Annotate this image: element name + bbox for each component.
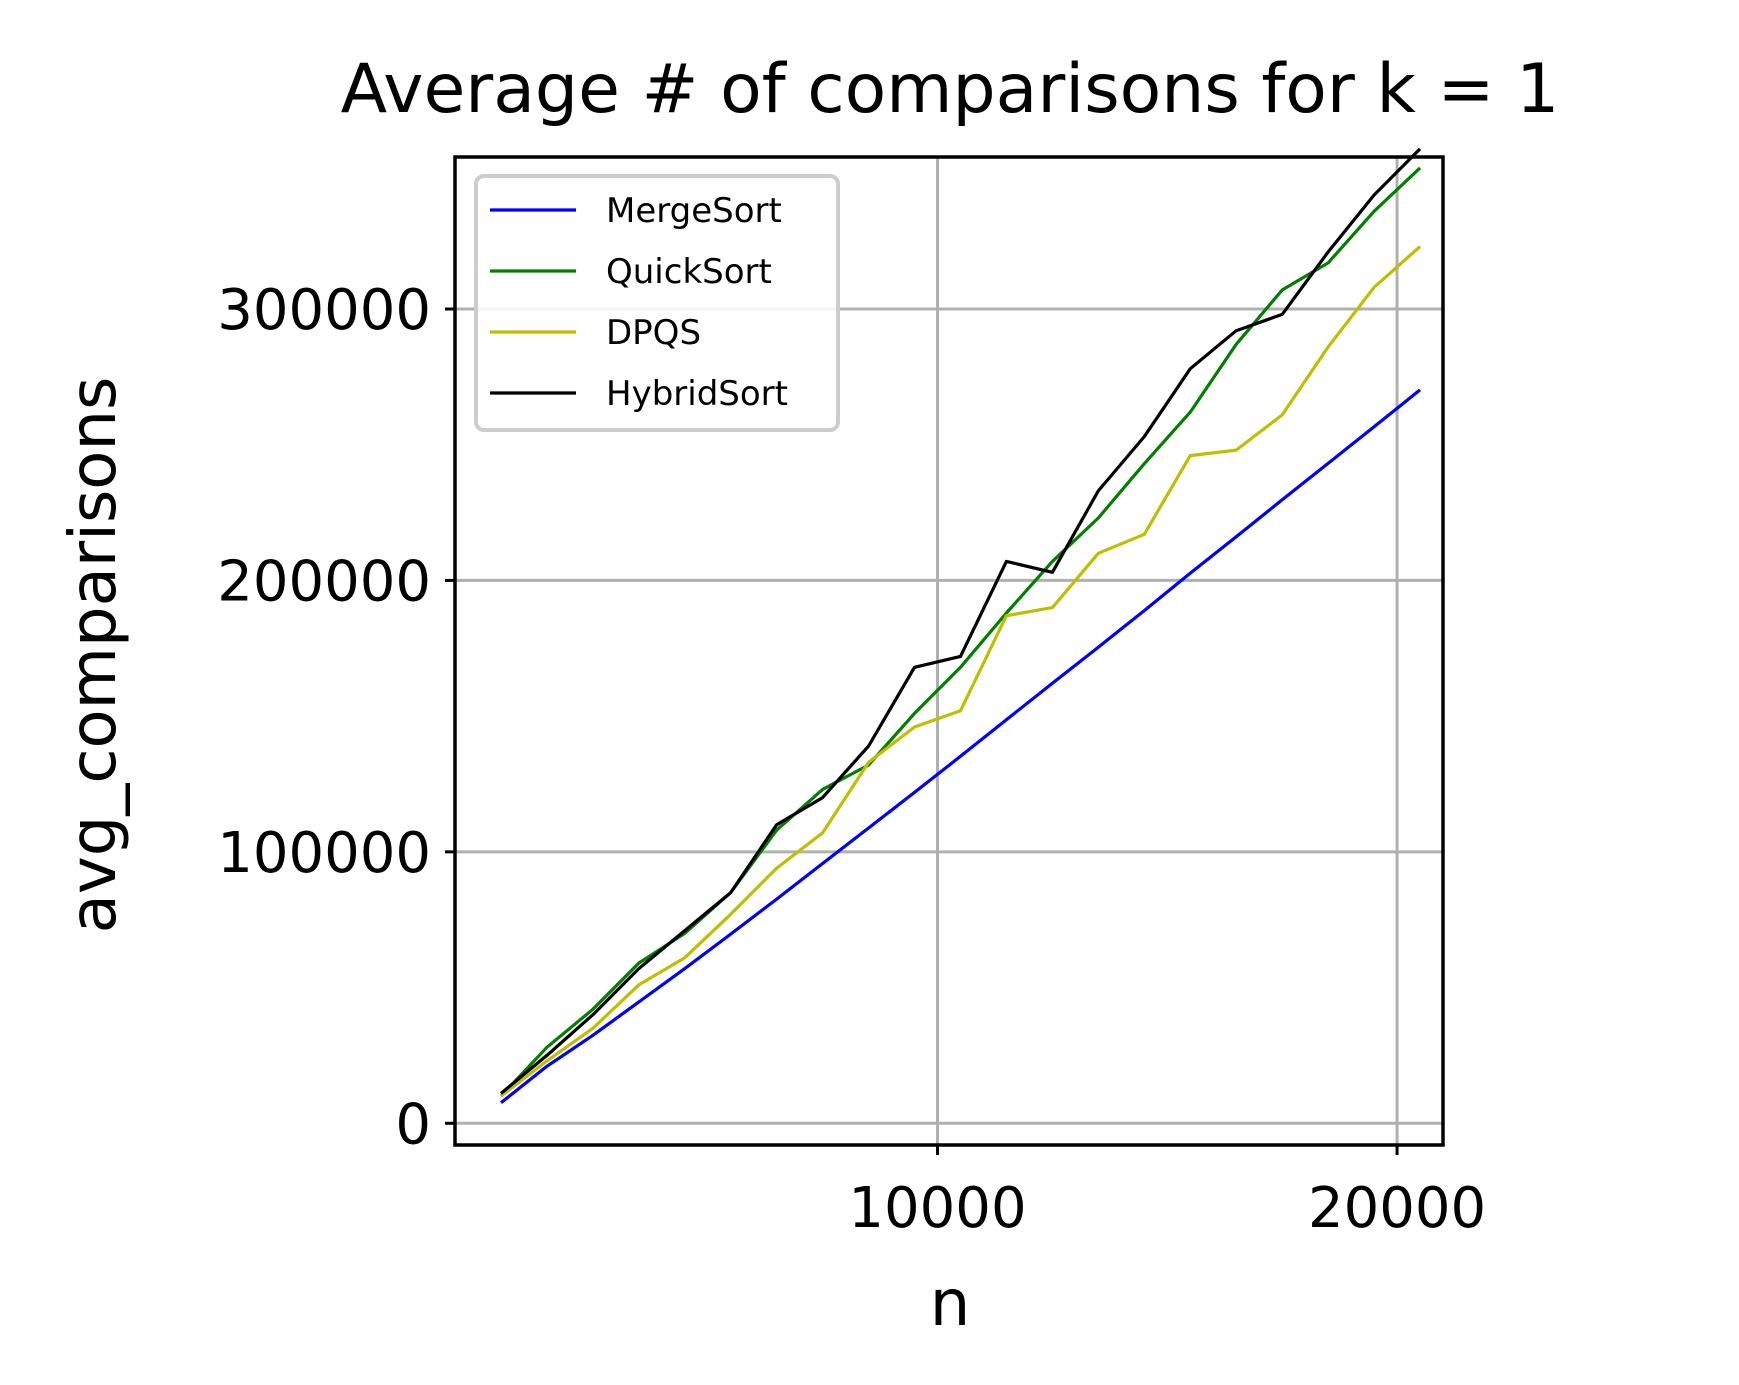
y-tick-label: 200000 [217,549,431,614]
y-tick-label: 0 [395,1092,431,1157]
legend-label: HybridSort [606,374,788,414]
y-tick-label: 100000 [217,821,431,886]
y-axis-label: avg_comparisons [57,377,131,934]
legend-label: DPQS [606,313,701,353]
series-line-quicksort [499,166,1422,1098]
legend-label: QuickSort [606,252,772,292]
y-tick-label: 300000 [217,278,431,343]
chart-title: Average # of comparisons for k = 1 [341,50,1560,129]
x-tick-label: 20000 [1308,1176,1486,1241]
series-line-dpqs [500,245,1422,1098]
legend-label: MergeSort [606,191,782,231]
plot-area: 10000 200000100000200000300000MergeSortQu… [217,147,1486,1241]
x-axis-label: n [930,1267,971,1341]
plot-frame [453,155,1445,1147]
series-line-hybridsort [499,147,1422,1095]
legend-box [474,174,840,432]
series-line-mergesort [500,388,1422,1104]
x-tick-label: 10000 [848,1176,1026,1241]
